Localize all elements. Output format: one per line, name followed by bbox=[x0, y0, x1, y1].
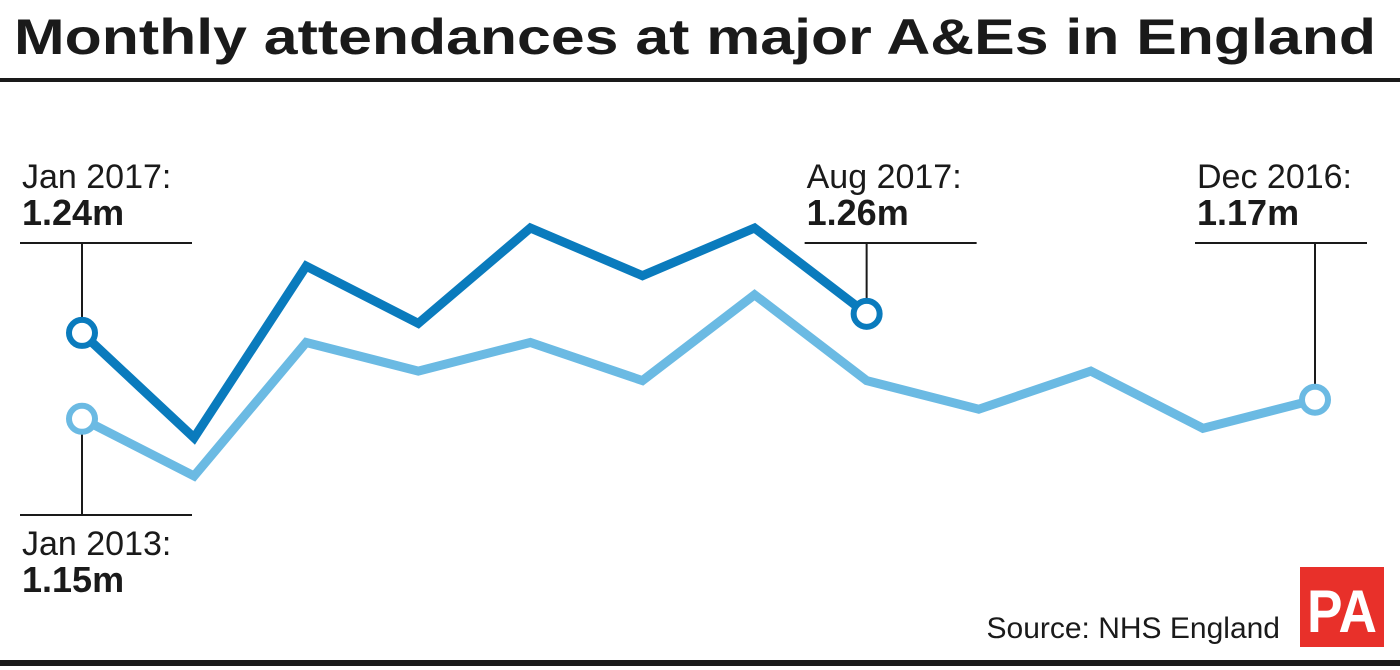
point-label: Dec 2016: bbox=[1197, 158, 1352, 196]
point-label: Aug 2017: bbox=[807, 158, 962, 196]
footer-rule bbox=[0, 660, 1400, 666]
point-marker bbox=[66, 316, 98, 349]
point-marker bbox=[66, 402, 98, 435]
value-label: 1.26m bbox=[807, 192, 909, 233]
value-label: 1.17m bbox=[1197, 192, 1299, 233]
value-label: 1.24m bbox=[22, 192, 124, 233]
value-label: 1.15m bbox=[22, 559, 124, 600]
logo: PA bbox=[1307, 578, 1377, 645]
point-marker bbox=[850, 297, 883, 330]
title-rule bbox=[0, 78, 1400, 82]
point-label: Jan 2017: bbox=[22, 158, 171, 196]
series-line bbox=[79, 289, 1317, 482]
logo-box bbox=[1300, 567, 1384, 647]
point-label: Jan 2013: bbox=[22, 525, 171, 563]
chart-title: Monthly attendances at major A&Es in Eng… bbox=[14, 9, 1376, 65]
source: Source: NHS England bbox=[987, 612, 1281, 645]
series-line bbox=[78, 222, 870, 445]
point-marker bbox=[1299, 383, 1331, 416]
